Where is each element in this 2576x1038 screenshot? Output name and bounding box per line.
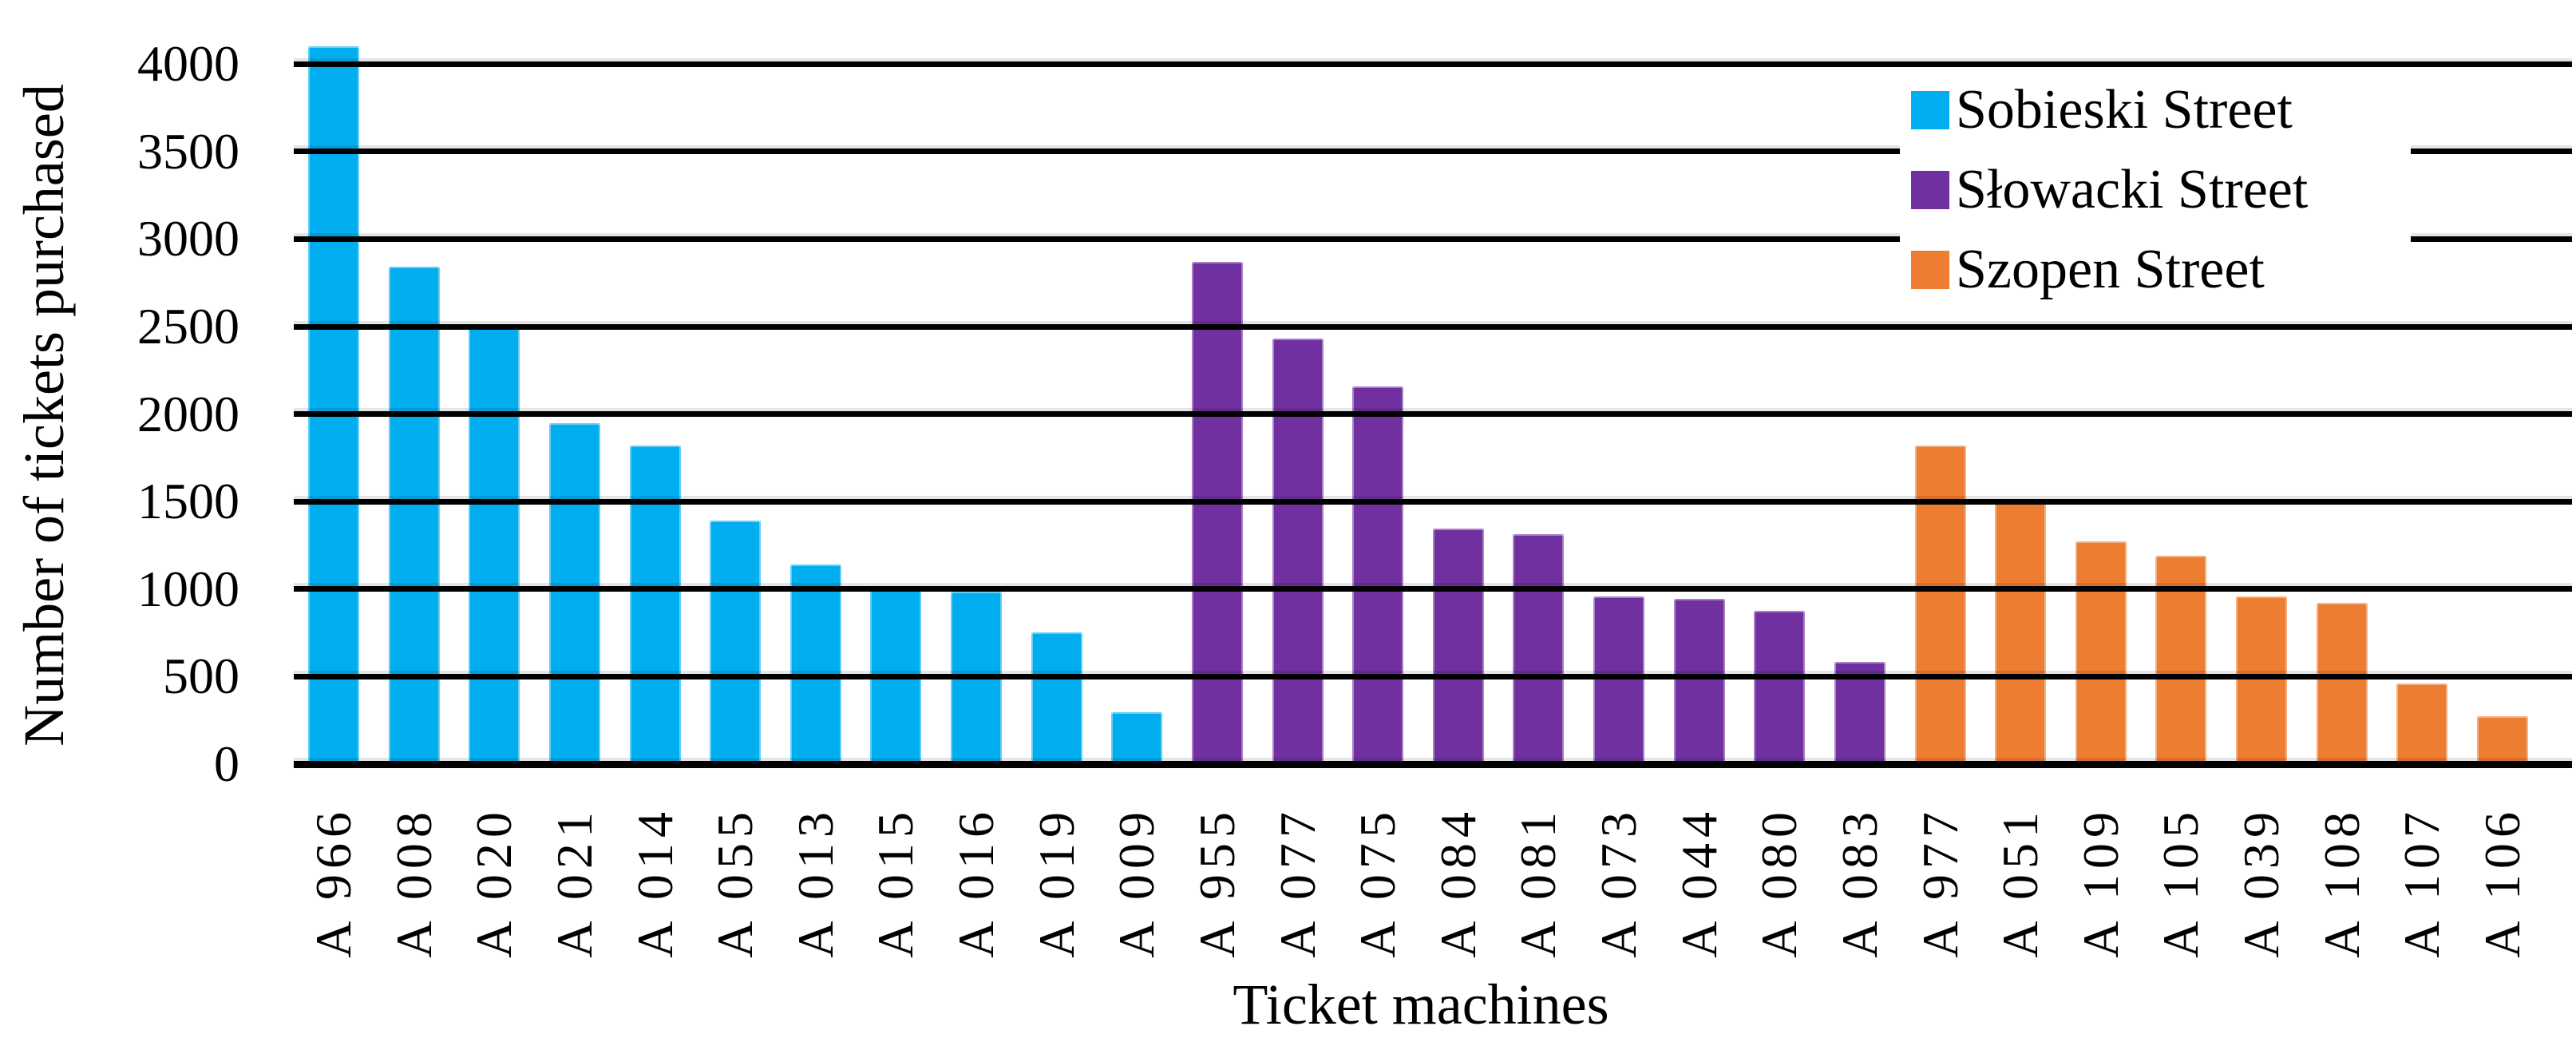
gridline-3500 [294, 149, 2572, 154]
x-tick-label-A-966: A 966 [305, 806, 362, 958]
x-tick-label-A-008: A 008 [386, 806, 442, 958]
x-axis-line [294, 761, 2572, 768]
legend-label: Sobieski Street [1956, 79, 2293, 141]
bar-A-077 [1272, 339, 1324, 764]
x-tick-label-A-044: A 044 [1671, 806, 1727, 958]
bar-A-044 [1674, 599, 1725, 764]
y-tick-label-3500: 3500 [137, 123, 239, 180]
x-tick-label-A-015: A 015 [867, 806, 924, 958]
gridline-500 [294, 674, 2572, 679]
y-tick-label-1500: 1500 [137, 473, 239, 529]
bar-A-966 [308, 46, 359, 764]
bar-A-977 [1915, 446, 1966, 764]
x-axis-title: Ticket machines [1233, 973, 1609, 1036]
bar-A-075 [1352, 386, 1403, 764]
x-tick-label-A-073: A 073 [1590, 806, 1647, 958]
x-tick-label-A-105: A 105 [2152, 806, 2209, 958]
legend-swatch-icon [1911, 171, 1949, 209]
y-tick-label-0: 0 [214, 735, 239, 792]
x-tick-label-A-075: A 075 [1349, 806, 1406, 958]
x-tick-label-A-051: A 051 [1992, 806, 2048, 958]
legend-label: Szopen Street [1956, 239, 2265, 300]
bar-A-055 [710, 521, 761, 764]
y-tick-label-500: 500 [163, 648, 239, 704]
bar-A-008 [389, 267, 440, 764]
x-tick-label-A-009: A 009 [1108, 806, 1165, 958]
y-tick-label-4000: 4000 [137, 35, 239, 92]
bar-A-107 [2396, 683, 2447, 764]
bar-A-014 [630, 446, 681, 764]
x-tick-label-A-080: A 080 [1751, 806, 1807, 958]
bar-A-051 [1995, 502, 2046, 764]
bar-A-109 [2075, 541, 2127, 764]
legend-item-słowacki-street: Słowacki Street [1911, 150, 2411, 230]
legend-swatch-icon [1911, 251, 1949, 289]
x-tick-label-A-106: A 106 [2474, 806, 2530, 958]
y-tick-label-3000: 3000 [137, 210, 239, 267]
x-tick-label-A-013: A 013 [787, 806, 844, 958]
x-tick-label-A-020: A 020 [465, 806, 522, 958]
x-tick-label-A-077: A 077 [1269, 806, 1326, 958]
gridline-2000 [294, 411, 2572, 417]
x-tick-label-A-977: A 977 [1912, 806, 1969, 958]
legend: Sobieski Street Słowacki Street Szopen Str… [1900, 70, 2411, 300]
x-tick-label-A-014: A 014 [627, 806, 683, 958]
x-tick-label-A-955: A 955 [1189, 806, 1245, 958]
gridline-4000 [294, 61, 2572, 67]
bar-A-019 [1031, 632, 1082, 764]
gridline-3000 [294, 236, 2572, 242]
bar-A-073 [1593, 596, 1644, 764]
bar-A-021 [549, 423, 600, 764]
bar-A-013 [790, 565, 841, 764]
bar-A-955 [1192, 262, 1243, 764]
x-tick-label-A-021: A 021 [546, 806, 603, 958]
x-tick-label-A-081: A 081 [1510, 806, 1566, 958]
x-tick-label-A-107: A 107 [2393, 806, 2450, 958]
gridline-1500 [294, 499, 2572, 505]
legend-item-szopen-street: Szopen Street [1911, 230, 2411, 310]
x-tick-label-A-019: A 019 [1028, 806, 1085, 958]
bar-A-084 [1433, 529, 1484, 764]
legend-swatch-icon [1911, 91, 1949, 129]
bar-A-080 [1754, 611, 1805, 764]
y-tick-label-2500: 2500 [137, 298, 239, 355]
x-tick-label-A-084: A 084 [1430, 806, 1486, 958]
x-tick-label-A-055: A 055 [706, 806, 763, 958]
x-tick-label-A-016: A 016 [948, 806, 1004, 958]
x-tick-label-A-109: A 109 [2072, 806, 2129, 958]
x-tick-label-A-108: A 108 [2313, 806, 2370, 958]
x-tick-label-A-083: A 083 [1831, 806, 1888, 958]
y-tick-label-2000: 2000 [137, 386, 239, 442]
bar-A-039 [2236, 596, 2287, 764]
bar-A-081 [1513, 534, 1564, 764]
gridline-1000 [294, 586, 2572, 592]
gridline-2500 [294, 324, 2572, 330]
bar-A-108 [2317, 603, 2368, 764]
y-tick-label-1000: 1000 [137, 561, 239, 617]
bar-A-009 [1111, 712, 1162, 764]
legend-item-sobieski-street: Sobieski Street [1911, 70, 2411, 150]
bar-A-106 [2477, 716, 2528, 764]
bar-A-020 [469, 328, 520, 764]
legend-label: Słowacki Street [1956, 159, 2309, 220]
x-tick-label-A-039: A 039 [2233, 806, 2289, 958]
